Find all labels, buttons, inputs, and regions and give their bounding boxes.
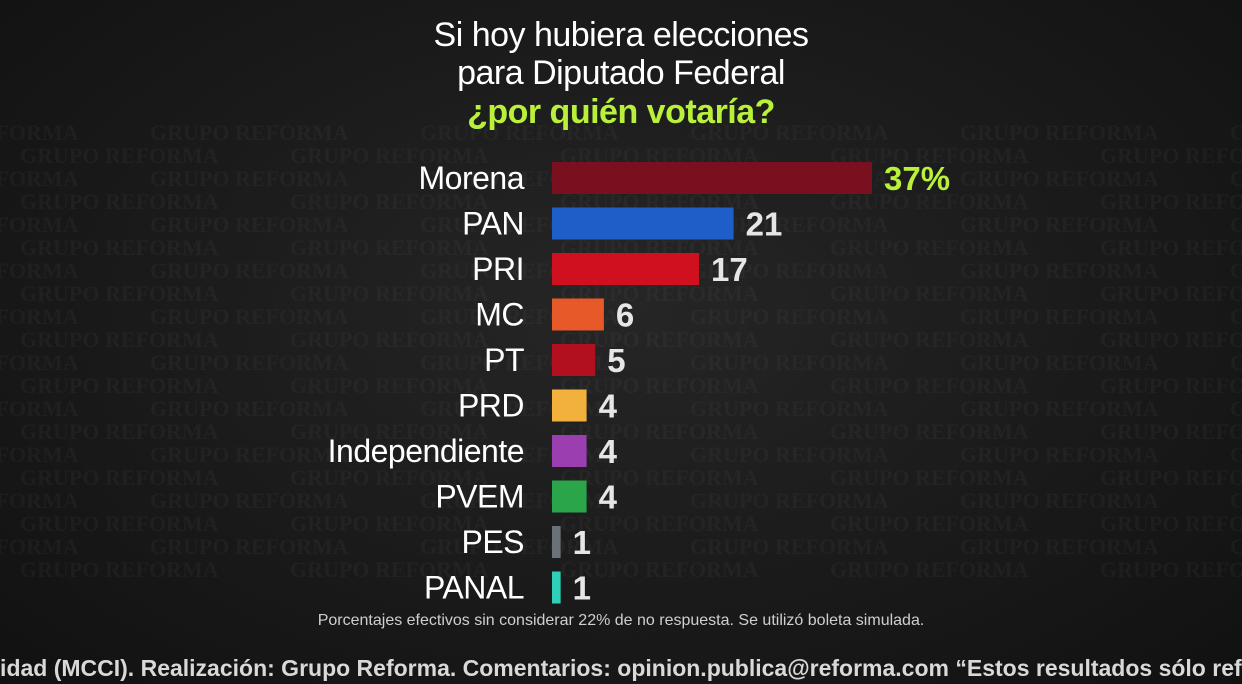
ticker-text: nidad (MCCI). Realización: Grupo Reforma…: [0, 655, 1242, 681]
bar: [552, 344, 596, 376]
bar-row-pt: PT 5: [484, 342, 625, 379]
bar-row-morena: Morena 37%: [419, 160, 951, 197]
bar: [552, 389, 587, 422]
category-label: PT: [484, 342, 524, 378]
bar-row-pri: PRI 17: [472, 251, 748, 288]
value-label: 6: [616, 297, 634, 334]
category-label: Independiente: [328, 433, 524, 469]
bar-row-pvem: PVEM 4: [435, 479, 617, 516]
bar-row-mc: MC 6: [475, 297, 634, 334]
category-label: Morena: [419, 160, 525, 196]
bar-row-pan: PAN 21: [462, 206, 782, 243]
footnote: Porcentajes efectivos sin considerar 22%…: [317, 612, 925, 629]
value-label: 4: [599, 388, 618, 425]
value-label: 21: [746, 206, 783, 243]
bar: [552, 571, 561, 604]
question-subtitle: ¿por quién votaría?: [467, 93, 775, 131]
category-label: PVEM: [435, 479, 524, 515]
value-label: 5: [607, 342, 625, 379]
category-label: MC: [475, 297, 524, 333]
value-label: 1: [573, 524, 591, 561]
bar-row-prd: PRD 4: [458, 388, 618, 425]
category-label: PRI: [472, 251, 524, 287]
bar: [552, 298, 604, 331]
value-label: 37%: [884, 160, 950, 197]
bar: [552, 207, 734, 240]
bar-row-pes: PES 1: [461, 524, 591, 561]
bar-row-independiente: Independiente 4: [328, 433, 618, 470]
value-label: 1: [573, 570, 591, 607]
value-label: 4: [599, 479, 618, 516]
category-label: PES: [461, 524, 524, 560]
category-label: PANAL: [424, 570, 524, 606]
bar: [552, 435, 587, 467]
bar-row-panal: PANAL 1: [424, 570, 591, 607]
chart-title: Si hoy hubiera elecciones para Diputado …: [0, 16, 1242, 132]
category-label: PAN: [462, 206, 524, 242]
bar: [552, 526, 561, 558]
title-line-2: para Diputado Federal: [457, 54, 785, 92]
bar: [552, 480, 587, 513]
bar: [552, 253, 700, 285]
bar: [552, 162, 872, 194]
value-label: 17: [711, 251, 748, 288]
news-ticker: nidad (MCCI). Realización: Grupo Reforma…: [0, 652, 1242, 684]
category-label: PRD: [458, 388, 524, 424]
title-line-1: Si hoy hubiera elecciones: [433, 16, 809, 54]
value-label: 4: [599, 433, 618, 470]
